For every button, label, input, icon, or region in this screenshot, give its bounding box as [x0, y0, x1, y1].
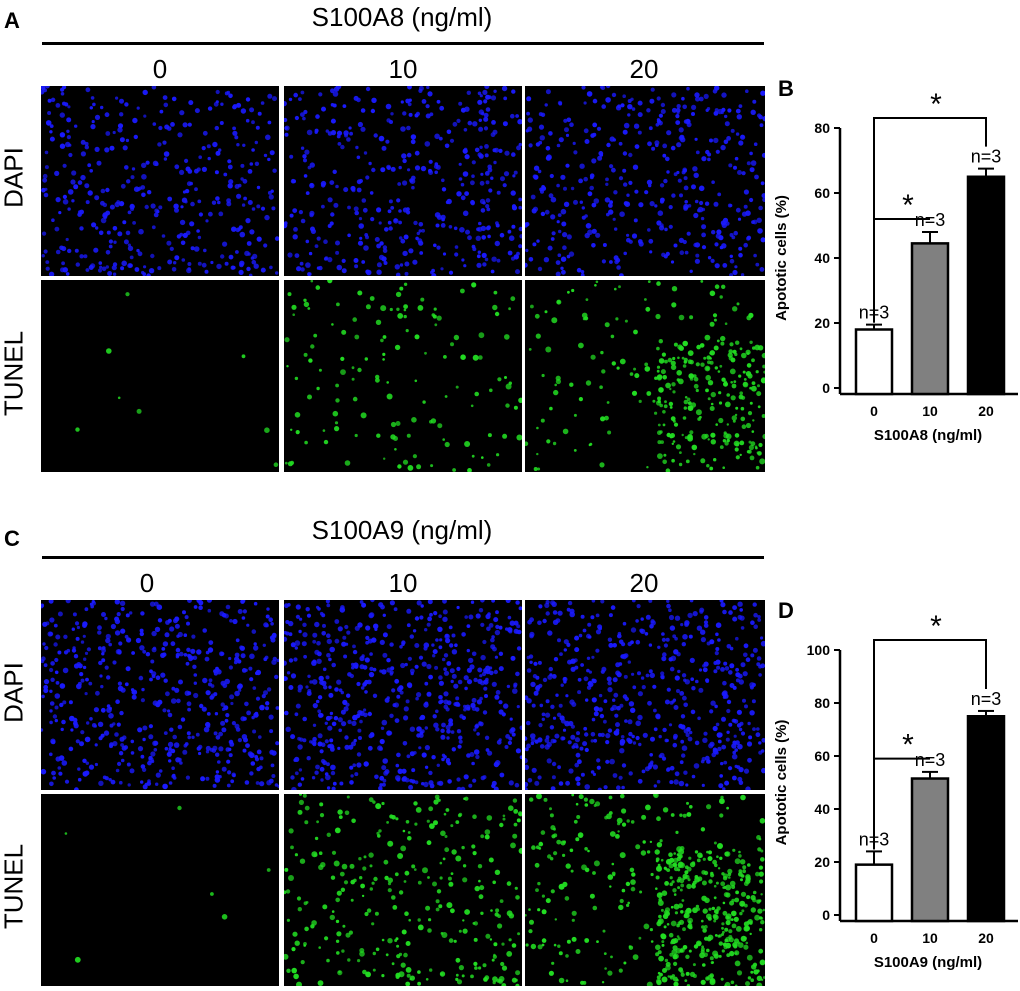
- chart-b-y-tick-label: 80: [814, 120, 830, 136]
- micrograph-c-tunel-20: [525, 794, 765, 986]
- chart-b-y-tick-label: 20: [814, 315, 830, 331]
- micrograph-c-dapi-10: [284, 600, 522, 790]
- panel-a-row-label-dapi: DAPI: [0, 147, 29, 208]
- panel-a-title: S100A8 (ng/ml): [311, 2, 493, 32]
- panel-a-row-label-tunel: TUNEL: [0, 330, 29, 417]
- micrograph-a-dapi-10: [284, 86, 522, 276]
- micrograph-a-tunel-10: [284, 280, 522, 472]
- chart-d-y-tick-label: 40: [814, 801, 830, 817]
- chart-b-bar-10: [910, 242, 950, 396]
- chart-d-x-tick-label: 10: [922, 930, 938, 946]
- chart-d-x-tick-label: 0: [870, 930, 878, 946]
- chart-d-bar-0: [854, 863, 894, 923]
- chart-b-bar-20: [966, 175, 1006, 396]
- chart-b-y-tick-label: 0: [822, 380, 830, 396]
- panel-c-row-label-tunel: TUNEL: [0, 843, 29, 930]
- chart-b-y-tick-label: 40: [814, 250, 830, 266]
- panel-c-col-label-10: 10: [388, 568, 418, 598]
- chart-d-x-axis-title: S100A9 (ng/ml): [874, 954, 982, 971]
- micrograph-a-dapi-20: [525, 86, 765, 276]
- chart-b-x-tick-label: 0: [870, 403, 878, 419]
- panel-c-col-label-0: 0: [139, 568, 155, 598]
- panel-c-col-label-20: 20: [629, 568, 659, 598]
- chart-b-x-tick-label: 10: [922, 403, 938, 419]
- micrograph-a-tunel-0: [41, 280, 279, 472]
- chart-b-significance-star-1: *: [930, 88, 942, 121]
- micrograph-c-dapi-20: [525, 600, 765, 790]
- panel-letter-d: D: [778, 598, 794, 623]
- micrograph-c-tunel-10: [284, 794, 522, 986]
- chart-b-significance-star-0: *: [902, 189, 914, 222]
- chart-d-significance-star-1: *: [930, 610, 942, 643]
- chart-d-x-tick-label: 20: [978, 930, 994, 946]
- chart-b-significance-bracket-1: [873, 117, 987, 323]
- micrograph-a-dapi-0: [41, 86, 279, 276]
- chart-d-bar-10: [910, 777, 950, 923]
- panel-c-row-label-dapi: DAPI: [0, 662, 29, 723]
- chart-d-significance-bracket-1: [873, 639, 987, 850]
- panel-letter-b: B: [778, 76, 794, 101]
- chart-d-n-label-10: n=3: [915, 750, 946, 770]
- chart-d-n-label-20: n=3: [971, 689, 1002, 709]
- panel-a-rule: [42, 42, 764, 45]
- chart-b-y-tick-label: 60: [814, 185, 830, 201]
- micrograph-c-tunel-0: [41, 794, 279, 986]
- micrograph-a-tunel-20: [525, 280, 765, 472]
- chart-b-x-tick-label: 20: [978, 403, 994, 419]
- chart-d-y-tick-label: 100: [807, 642, 831, 658]
- panel-a-col-label-20: 20: [629, 54, 659, 84]
- chart-b-n-label-20: n=3: [971, 147, 1002, 167]
- panel-c-rule: [42, 556, 764, 559]
- panel-a-col-label-0: 0: [152, 54, 168, 84]
- chart-b-bar-0: [854, 328, 894, 396]
- panel-letter-c: C: [4, 526, 20, 551]
- panel-a-col-label-10: 10: [388, 54, 418, 84]
- chart-d-y-tick-label: 80: [814, 695, 830, 711]
- panel-c-title: S100A9 (ng/ml): [311, 515, 493, 545]
- chart-d-y-tick-label: 0: [822, 907, 830, 923]
- chart-b-x-axis-title: S100A8 (ng/ml): [874, 427, 982, 444]
- panel-letter-a: A: [4, 8, 20, 33]
- chart-d-y-tick-label: 60: [814, 748, 830, 764]
- micrograph-c-dapi-0: [41, 600, 279, 790]
- chart-d-significance-star-0: *: [902, 729, 914, 762]
- chart-d-bar-20: [966, 715, 1006, 923]
- chart-d-y-axis-title: Apototic cells (%): [773, 720, 790, 846]
- chart-b-y-axis-title: Apototic cells (%): [773, 195, 790, 321]
- chart-d-y-tick-label: 20: [814, 854, 830, 870]
